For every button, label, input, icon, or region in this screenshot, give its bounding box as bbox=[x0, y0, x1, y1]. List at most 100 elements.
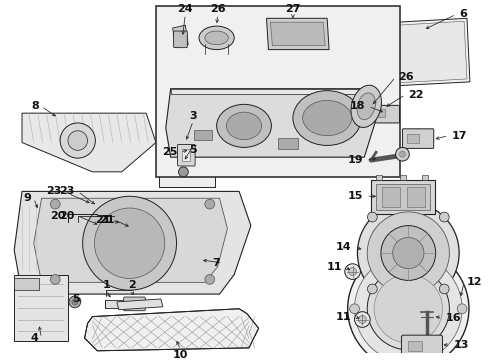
Circle shape bbox=[82, 196, 176, 290]
Text: 27: 27 bbox=[285, 4, 300, 14]
Circle shape bbox=[403, 250, 412, 260]
Circle shape bbox=[439, 284, 448, 294]
Bar bbox=[156, 6, 400, 177]
Ellipse shape bbox=[356, 93, 375, 120]
Polygon shape bbox=[400, 175, 406, 180]
Text: 23: 23 bbox=[60, 186, 75, 197]
Text: 10: 10 bbox=[172, 350, 188, 360]
Text: 12: 12 bbox=[466, 277, 482, 287]
Circle shape bbox=[373, 275, 442, 343]
Ellipse shape bbox=[199, 26, 234, 50]
Polygon shape bbox=[159, 128, 214, 186]
Ellipse shape bbox=[216, 104, 271, 147]
Text: 22: 22 bbox=[407, 90, 423, 100]
Circle shape bbox=[69, 296, 81, 308]
Polygon shape bbox=[376, 18, 469, 87]
Circle shape bbox=[72, 299, 78, 305]
Circle shape bbox=[366, 212, 376, 222]
FancyBboxPatch shape bbox=[123, 297, 145, 311]
Polygon shape bbox=[117, 299, 163, 310]
Circle shape bbox=[357, 202, 458, 304]
Text: 9: 9 bbox=[23, 193, 31, 203]
Polygon shape bbox=[165, 89, 377, 157]
Text: 8: 8 bbox=[31, 101, 39, 111]
FancyBboxPatch shape bbox=[369, 105, 399, 123]
Bar bbox=[407, 186, 424, 207]
Text: 5: 5 bbox=[72, 294, 80, 304]
Circle shape bbox=[178, 167, 188, 177]
Text: 5: 5 bbox=[189, 145, 197, 155]
Polygon shape bbox=[84, 309, 258, 351]
Circle shape bbox=[349, 304, 359, 314]
Text: 13: 13 bbox=[452, 340, 468, 350]
Polygon shape bbox=[170, 89, 370, 94]
Bar bbox=[375, 184, 429, 210]
Ellipse shape bbox=[226, 112, 261, 140]
Circle shape bbox=[204, 275, 214, 284]
Text: 19: 19 bbox=[347, 155, 363, 165]
FancyBboxPatch shape bbox=[177, 144, 195, 166]
Text: 20: 20 bbox=[50, 211, 65, 221]
Text: 7: 7 bbox=[211, 258, 219, 268]
Bar bbox=[278, 138, 297, 149]
Circle shape bbox=[348, 268, 356, 275]
Bar bbox=[381, 186, 399, 207]
Text: 23: 23 bbox=[46, 186, 61, 197]
Circle shape bbox=[94, 208, 164, 278]
Circle shape bbox=[366, 212, 448, 294]
Circle shape bbox=[354, 255, 461, 360]
Bar bbox=[374, 109, 384, 117]
FancyBboxPatch shape bbox=[173, 31, 187, 48]
Circle shape bbox=[204, 199, 214, 209]
Polygon shape bbox=[34, 198, 227, 282]
Circle shape bbox=[395, 147, 408, 161]
Circle shape bbox=[456, 304, 466, 314]
Circle shape bbox=[366, 284, 376, 294]
Ellipse shape bbox=[292, 91, 361, 145]
FancyBboxPatch shape bbox=[402, 129, 433, 148]
Ellipse shape bbox=[302, 100, 351, 136]
Circle shape bbox=[60, 123, 95, 158]
Text: 11: 11 bbox=[325, 262, 341, 272]
Text: 20: 20 bbox=[60, 211, 75, 221]
Polygon shape bbox=[14, 278, 39, 290]
Bar bbox=[194, 130, 211, 140]
Text: 6: 6 bbox=[458, 9, 466, 19]
Text: 4: 4 bbox=[31, 333, 39, 343]
Circle shape bbox=[358, 316, 366, 323]
Text: 1: 1 bbox=[102, 280, 110, 290]
FancyBboxPatch shape bbox=[401, 335, 442, 360]
Ellipse shape bbox=[350, 85, 381, 127]
Polygon shape bbox=[266, 18, 328, 50]
Text: 18: 18 bbox=[349, 101, 365, 111]
Circle shape bbox=[380, 226, 435, 280]
Text: 3: 3 bbox=[189, 111, 197, 121]
Text: 17: 17 bbox=[450, 131, 466, 141]
Text: 21: 21 bbox=[99, 215, 115, 225]
Circle shape bbox=[68, 131, 87, 150]
Bar bbox=[407, 341, 421, 351]
Circle shape bbox=[399, 151, 405, 157]
Circle shape bbox=[366, 268, 448, 350]
Circle shape bbox=[354, 312, 369, 327]
Text: 25: 25 bbox=[162, 147, 177, 157]
Polygon shape bbox=[22, 113, 156, 172]
Ellipse shape bbox=[204, 31, 228, 45]
Circle shape bbox=[50, 199, 60, 209]
Bar bbox=[182, 149, 190, 161]
Text: 14: 14 bbox=[335, 242, 351, 252]
Circle shape bbox=[50, 275, 60, 284]
Circle shape bbox=[344, 264, 360, 279]
Circle shape bbox=[392, 237, 423, 269]
Polygon shape bbox=[379, 21, 466, 84]
Text: 2: 2 bbox=[127, 280, 135, 290]
Polygon shape bbox=[370, 180, 434, 214]
Polygon shape bbox=[14, 192, 250, 294]
Bar bbox=[105, 300, 122, 308]
Circle shape bbox=[439, 212, 448, 222]
Text: 16: 16 bbox=[445, 312, 460, 323]
Bar bbox=[407, 134, 418, 143]
Polygon shape bbox=[270, 22, 325, 46]
Text: 21: 21 bbox=[95, 215, 111, 225]
Circle shape bbox=[403, 357, 412, 360]
